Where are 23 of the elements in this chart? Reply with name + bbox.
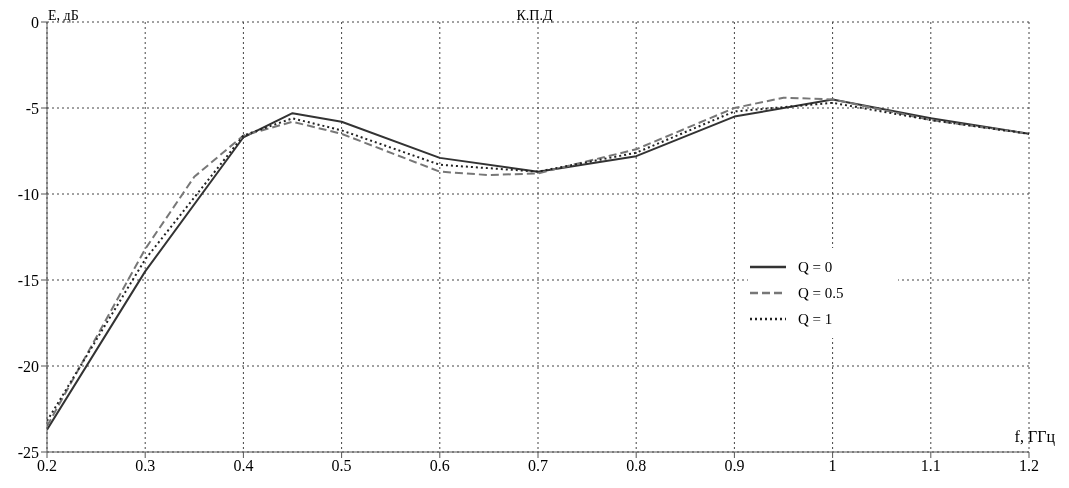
x-tick-label: 1 bbox=[828, 457, 837, 475]
x-tick-label: 1.1 bbox=[920, 457, 941, 475]
y-tick-label: -20 bbox=[17, 357, 39, 375]
x-tick-label: 0.6 bbox=[429, 457, 450, 475]
x-tick-label: 0.3 bbox=[135, 457, 156, 475]
y-axis-title: Е, дБ bbox=[48, 8, 79, 24]
legend-label: Q = 1 bbox=[798, 310, 833, 328]
chart-title: К.П.Д bbox=[516, 8, 553, 23]
y-tick-label: -10 bbox=[17, 185, 39, 203]
y-tick-label: -5 bbox=[25, 99, 39, 117]
x-tick-label: 0.8 bbox=[626, 457, 647, 475]
x-tick-label: 0.2 bbox=[37, 457, 57, 475]
x-tick-label: 1.2 bbox=[1019, 457, 1039, 475]
y-tick-label: -15 bbox=[17, 271, 39, 289]
legend-label: Q = 0.5 bbox=[798, 284, 844, 302]
x-tick-label: 0.5 bbox=[331, 457, 352, 475]
y-tick-label: 0 bbox=[31, 13, 39, 31]
x-tick-label: 0.4 bbox=[233, 457, 254, 475]
x-axis-title: f, ГГц bbox=[1014, 428, 1055, 446]
y-tick-label: -25 bbox=[17, 443, 39, 461]
x-tick-label: 0.7 bbox=[528, 457, 548, 475]
x-tick-label: 0.9 bbox=[724, 457, 745, 475]
legend-label: Q = 0 bbox=[798, 258, 833, 276]
